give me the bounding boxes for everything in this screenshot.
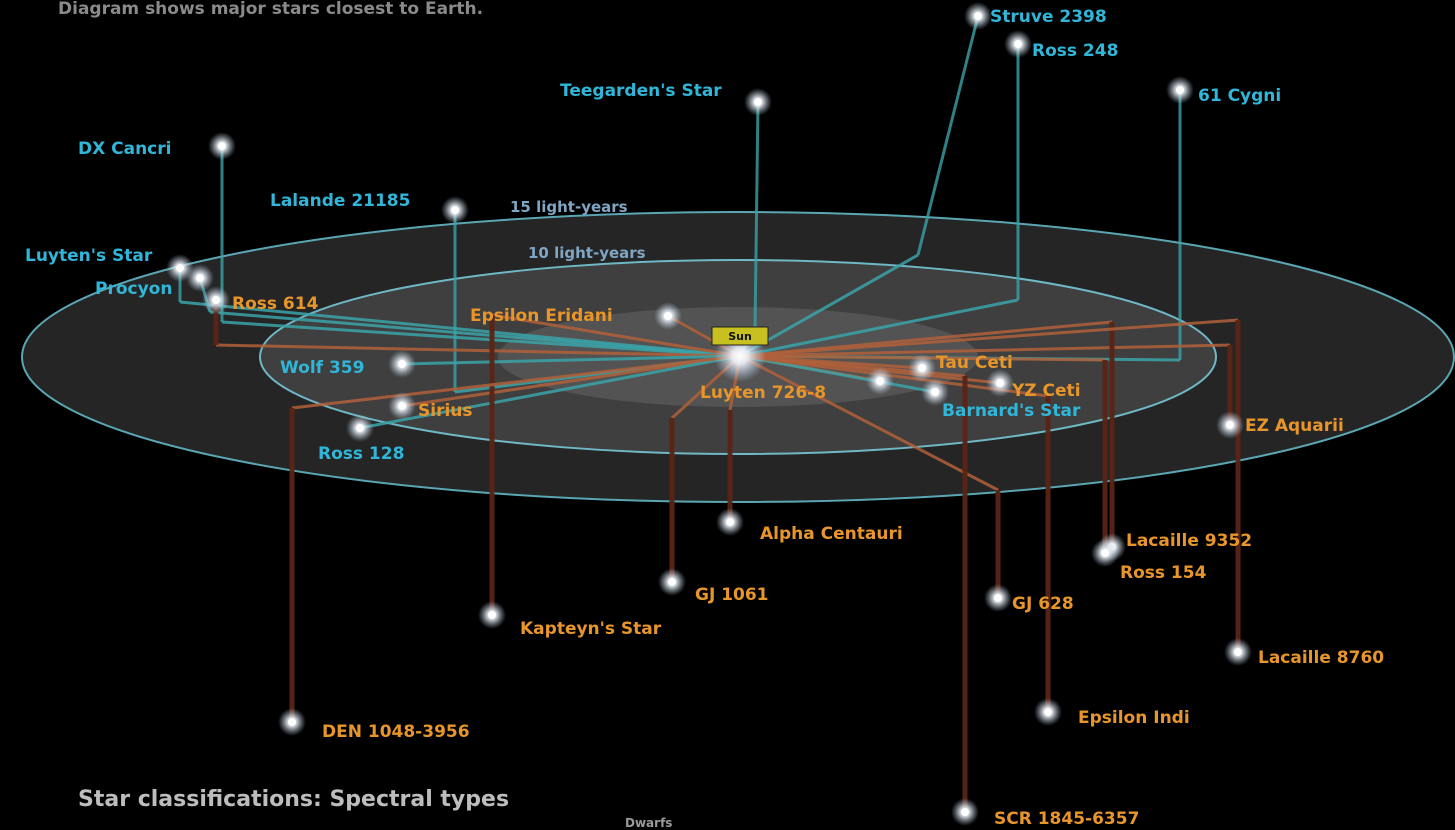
- star-epsilon-eridani: [664, 312, 672, 320]
- star-ez-aquarii: [1226, 421, 1234, 429]
- radial-line-kapteyn-s-star: [491, 313, 741, 358]
- star-labels: Teegarden's Star DX Cancri Lalande 21185 Lu…: [25, 7, 1384, 829]
- star-lacaille-8760: [1234, 648, 1242, 656]
- label-gj-628: GJ 628: [1012, 594, 1074, 614]
- label-ross-128: Ross 128: [318, 444, 404, 464]
- radial-line-wolf-359: [401, 354, 741, 366]
- spectral-types-caption: Star classifications: Spectral types: [78, 787, 509, 812]
- radial-line-den-1048-3956: [291, 354, 741, 410]
- label-sirius: Sirius: [418, 401, 473, 421]
- star-teegarden-s-star: [754, 98, 762, 106]
- connector-lines: [178, 15, 1241, 812]
- label-lacaille-9352: Lacaille 9352: [1126, 531, 1252, 551]
- label-ross-614: Ross 614: [232, 294, 319, 314]
- radial-line-barnard-s-star: [739, 354, 936, 394]
- radial-line-ross-614: [215, 343, 741, 358]
- label-luyten-726-8: Luyten 726-8: [700, 383, 826, 403]
- outer-ring-label: 15 light-years: [510, 198, 628, 216]
- label-epsilon-eridani: Epsilon Eridani: [470, 306, 613, 326]
- label-teegarden-s-star: Teegarden's Star: [560, 81, 722, 101]
- star-61-cygni: [1176, 86, 1184, 94]
- star-gj-1061: [668, 578, 676, 586]
- star-ross-614: [212, 296, 220, 304]
- label-ez-aquarii: EZ Aquarii: [1245, 416, 1344, 436]
- label-luyten-s-star: Luyten's Star: [25, 246, 153, 266]
- label-yz-ceti: YZ Ceti: [1011, 381, 1081, 401]
- label-epsilon-indi: Epsilon Indi: [1078, 708, 1190, 728]
- label-barnard-s-star: Barnard's Star: [942, 401, 1081, 421]
- label-dx-cancri: DX Cancri: [78, 139, 171, 159]
- star-luyten-726-8: [876, 377, 884, 385]
- radial-line-procyon: [209, 310, 741, 358]
- star-scr-1845-6357: [961, 808, 969, 816]
- radial-line-ross-248: [739, 298, 1019, 358]
- label-tau-ceti: Tau Ceti: [936, 353, 1013, 373]
- star-den-1048-3956: [288, 718, 296, 726]
- star-struve-2398: [974, 12, 982, 20]
- star-ross-248: [1014, 40, 1022, 48]
- label-61-cygni: 61 Cygni: [1198, 86, 1281, 106]
- sun-label: Sun: [728, 330, 752, 343]
- radial-line-lacaille-8760: [739, 318, 1239, 358]
- inner-ring-label: 10 light-years: [528, 244, 646, 262]
- star-tau-ceti: [918, 364, 926, 372]
- radial-line-ez-aquarii: [739, 343, 1231, 358]
- star-wolf-359: [398, 360, 406, 368]
- star-barnard-s-star: [931, 388, 939, 396]
- radial-line-gj-628: [739, 354, 999, 492]
- sun-label-box: [711, 326, 769, 346]
- star-sirius: [398, 402, 406, 410]
- label-kapteyn-s-star: Kapteyn's Star: [520, 619, 662, 639]
- label-ross-154: Ross 154: [1120, 563, 1207, 583]
- star-gj-628: [994, 594, 1002, 602]
- label-gj-1061: GJ 1061: [695, 585, 769, 605]
- radial-line-ross-128: [359, 354, 741, 430]
- label-ross-248: Ross 248: [1032, 41, 1118, 61]
- label-wolf-359: Wolf 359: [280, 358, 364, 378]
- label-den-1048-3956: DEN 1048-3956: [322, 722, 470, 742]
- label-scr-1845-6357: SCR 1845-6357: [994, 809, 1139, 829]
- drop-line-teegarden-s-star: [753, 101, 760, 331]
- label-lacaille-8760: Lacaille 8760: [1258, 648, 1384, 668]
- label-alpha-centauri: Alpha Centauri: [760, 524, 903, 544]
- star-yz-ceti: [996, 379, 1004, 387]
- label-lalande-21185: Lalande 21185: [270, 191, 410, 211]
- top-caption: Diagram shows major stars closest to Ear…: [58, 0, 483, 19]
- star-ross-154: [1101, 549, 1109, 557]
- drop-line-struve-2398: [916, 15, 980, 256]
- star-alpha-centauri: [726, 518, 734, 526]
- star-kapteyn-s-star: [488, 611, 496, 619]
- star-luyten-s-star: [176, 264, 184, 272]
- star-dx-cancri: [218, 142, 226, 150]
- label-struve-2398: Struve 2398: [990, 7, 1107, 27]
- dwarfs-caption: Dwarfs: [625, 816, 672, 830]
- label-procyon: Procyon: [95, 279, 172, 299]
- star-epsilon-indi: [1044, 708, 1052, 716]
- star-ross-128: [356, 424, 364, 432]
- radial-line-struve-2398: [739, 253, 919, 358]
- star-lalande-21185: [451, 206, 459, 214]
- star-procyon: [196, 274, 204, 282]
- star-markers: [166, 2, 1252, 826]
- radial-line-sirius: [401, 354, 741, 408]
